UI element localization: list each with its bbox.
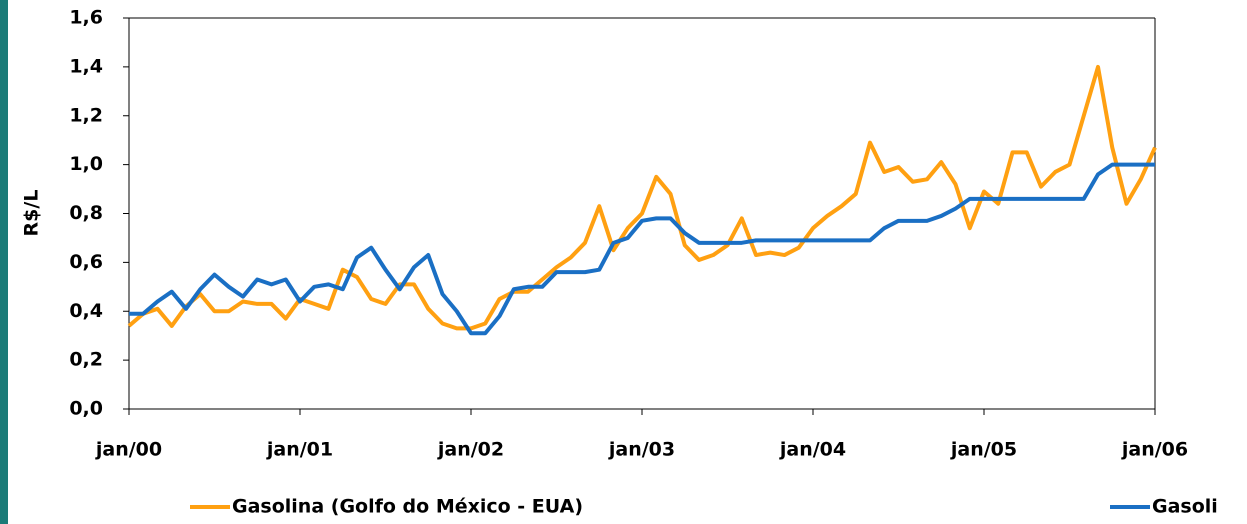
- y-tick-label: 1,0: [69, 153, 103, 175]
- x-tick-label: jan/06: [1121, 439, 1188, 461]
- x-tick-label: jan/01: [266, 439, 333, 461]
- series-line: [129, 162, 1155, 336]
- y-tick-label: 1,4: [69, 55, 103, 77]
- y-tick-label: 0,6: [69, 251, 103, 273]
- y-tick-label: 0,8: [69, 202, 103, 224]
- y-tick-label: 0,0: [69, 398, 103, 420]
- side-strip: [0, 0, 8, 524]
- x-tick-label: jan/03: [608, 439, 675, 461]
- x-tick-label: jan/05: [950, 439, 1017, 461]
- y-tick-label: 0,2: [69, 349, 103, 371]
- y-axis-label: R$/L: [21, 190, 43, 237]
- x-tick-label: jan/02: [437, 439, 504, 461]
- y-tick-label: 1,2: [69, 104, 103, 126]
- y-tick-label: 1,6: [69, 7, 103, 29]
- x-tick-label: jan/04: [779, 439, 846, 461]
- legend-label: Gasoli: [1152, 496, 1218, 518]
- y-tick-label: 0,4: [69, 300, 103, 322]
- legend-label: Gasolina (Golfo do México - EUA): [232, 496, 583, 518]
- x-tick-label: jan/00: [95, 439, 162, 461]
